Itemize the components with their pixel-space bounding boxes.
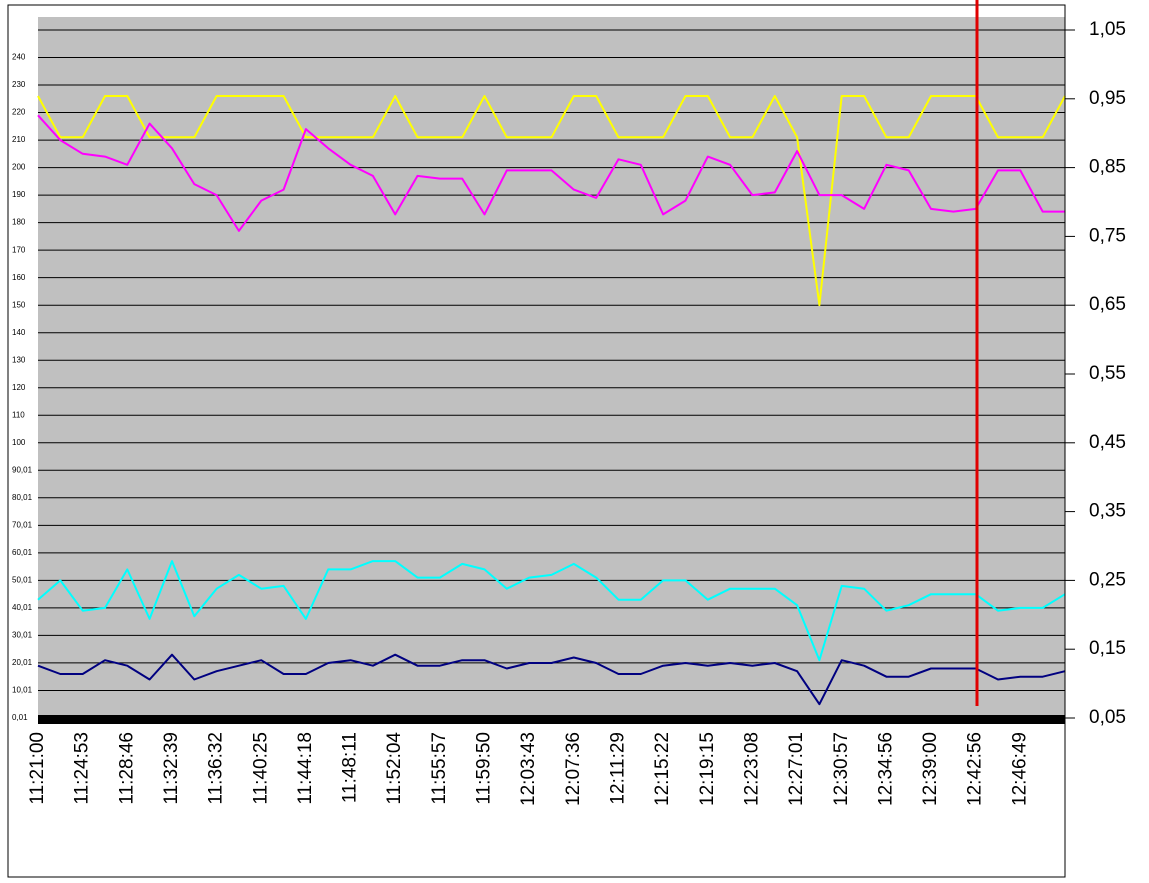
x-tick-label: 11:59:50 (474, 732, 495, 805)
y-tick-label: 50,01 (12, 575, 33, 584)
grid (38, 57, 1065, 719)
series-lines (37, 95, 1066, 706)
y-tick-label: 180 (12, 218, 26, 227)
plot-area (38, 17, 1065, 718)
x-tick-label: 12:30:57 (831, 732, 852, 806)
y-tick-label: 120 (12, 383, 26, 392)
y-tick-label: 150 (12, 300, 26, 309)
y-tick-label: 240 (12, 53, 26, 62)
x-tick-label: 12:07:36 (563, 732, 584, 806)
x-tick-label: 11:28:46 (116, 732, 137, 805)
y-tick-label: 80,01 (12, 493, 33, 502)
y-tick-label: 0,01 (12, 713, 28, 722)
y-tick-label: 60,01 (12, 548, 33, 557)
y2-tick-label: 0,35 (1089, 501, 1126, 522)
labels: 0,01 10,01 20,01 30,01 40,01 50,01 60,01 70,01 8… (12, 19, 1126, 806)
y-tick-label: 140 (12, 328, 26, 337)
x-tick-label: 11:44:18 (295, 732, 316, 805)
y-tick-label: 130 (12, 355, 26, 364)
y2-tick-label: 0,75 (1089, 225, 1126, 246)
y-tick-label: 220 (12, 108, 26, 117)
x-tick-label: 12:39:00 (920, 732, 941, 806)
series-line (37, 560, 1066, 662)
x-tick-label: 11:36:32 (206, 732, 227, 805)
x-tick-label: 11:55:57 (429, 732, 450, 805)
x-tick-label: 12:19:15 (697, 732, 718, 806)
y-tick-label: 90,01 (12, 465, 33, 474)
category-axis (38, 715, 1065, 724)
y-tick-label: 10,01 (12, 686, 33, 695)
x-tick-label: 11:52:04 (384, 732, 405, 805)
y2-tick-label: 0,95 (1089, 88, 1126, 109)
x-tick-label: 11:24:53 (72, 732, 93, 805)
y2-tick-label: 0,55 (1089, 363, 1126, 384)
y-tick-label: 160 (12, 273, 26, 282)
y-tick-label: 230 (12, 80, 26, 89)
y2-tick-label: 0,25 (1089, 569, 1126, 590)
x-tick-label: 11:48:11 (340, 732, 361, 803)
y2-tick-label: 1,05 (1089, 19, 1126, 40)
y2-tick-label: 0,65 (1089, 294, 1126, 315)
y-tick-label: 210 (12, 135, 26, 144)
x-tick-label: 12:46:49 (1009, 732, 1030, 806)
x-tick-label: 11:21:00 (27, 732, 48, 805)
x-tick-label: 12:11:29 (607, 732, 628, 805)
x-tick-label: 12:03:43 (518, 732, 539, 806)
y2-tick-label: 0,45 (1089, 432, 1126, 453)
x-tick-label: 12:15:22 (652, 732, 673, 806)
y-tick-label: 200 (12, 163, 26, 172)
x-tick-label: 11:32:39 (161, 732, 182, 805)
y2-tick-label: 0,05 (1089, 707, 1126, 728)
y2-tick-label: 0,85 (1089, 157, 1126, 178)
y2-tick-label: 0,15 (1089, 638, 1126, 659)
y-tick-label: 20,01 (12, 658, 33, 667)
y-tick-label: 30,01 (12, 631, 33, 640)
x-tick-label: 12:27:01 (786, 732, 807, 806)
y-tick-label: 40,01 (12, 603, 33, 612)
y-tick-label: 100 (12, 438, 26, 447)
y-tick-label: 190 (12, 190, 26, 199)
series-line (37, 653, 1066, 706)
x-tick-label: 12:34:56 (875, 732, 896, 806)
series-line (37, 95, 1066, 307)
x-tick-label: 12:42:56 (965, 732, 986, 806)
x-tick-label: 12:23:08 (741, 732, 762, 806)
y-tick-label: 170 (12, 245, 26, 254)
x-tick-label: 11:40:25 (250, 732, 271, 805)
series-line (37, 114, 1065, 232)
y-tick-label: 110 (12, 410, 25, 419)
y-tick-label: 70,01 (12, 520, 33, 529)
